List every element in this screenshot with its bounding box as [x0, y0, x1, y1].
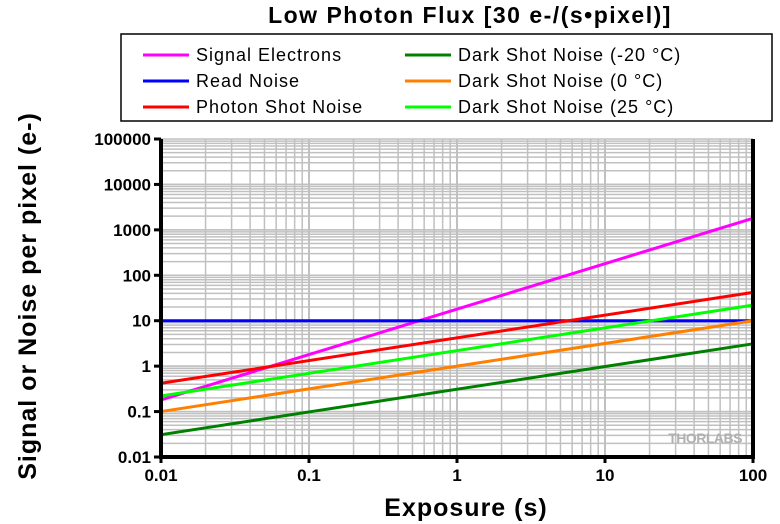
y-tick-label: 10000: [104, 175, 151, 194]
y-tick-label: 10: [132, 312, 151, 331]
x-axis-label: Exposure (s): [384, 494, 547, 522]
series-line-3: [160, 342, 754, 437]
chart-title: Low Photon Flux [30 e-/(s•pixel)]: [268, 2, 672, 28]
legend: Signal Electrons Read Noise Photon Shot No…: [120, 33, 773, 122]
y-tick-label: 1000: [113, 221, 151, 240]
x-tick-label: 0.01: [144, 466, 177, 485]
x-tick-label: 1: [452, 466, 461, 485]
legend-label-1: Read Noise: [196, 71, 300, 91]
axes: [154, 137, 755, 463]
y-axis-label: Signal or Noise per pixel (e-): [14, 112, 42, 480]
y-tick-label: 0.1: [127, 403, 151, 422]
legend-label-3: Dark Shot Noise (-20 °C): [458, 45, 681, 65]
legend-label-5: Dark Shot Noise (25 °C): [458, 97, 674, 117]
legend-label-0: Signal Electrons: [196, 45, 342, 65]
x-tick-label: 0.1: [297, 466, 321, 485]
y-tick-label: 0.01: [118, 448, 151, 467]
x-tick-label: 100: [739, 466, 767, 485]
y-tick-label: 1: [142, 357, 151, 376]
y-tick-label: 100: [123, 266, 151, 285]
series-line-2: [160, 290, 754, 385]
series-line-5: [160, 303, 754, 398]
legend-label-4: Dark Shot Noise (0 °C): [458, 71, 663, 91]
y-tick-label: 100000: [94, 130, 151, 149]
grid: [160, 138, 754, 458]
tick-labels: 0.01 0.1 1 10 100 0.01 0.1 1 10 100 1000 10000 10000…: [94, 130, 767, 485]
legend-label-2: Photon Shot Noise: [196, 97, 363, 117]
series-lines: [160, 216, 754, 437]
series-line-0: [160, 216, 754, 402]
x-tick-label: 10: [596, 466, 615, 485]
series-line-4: [160, 319, 754, 414]
watermark-logo: THORLABS: [668, 430, 742, 446]
